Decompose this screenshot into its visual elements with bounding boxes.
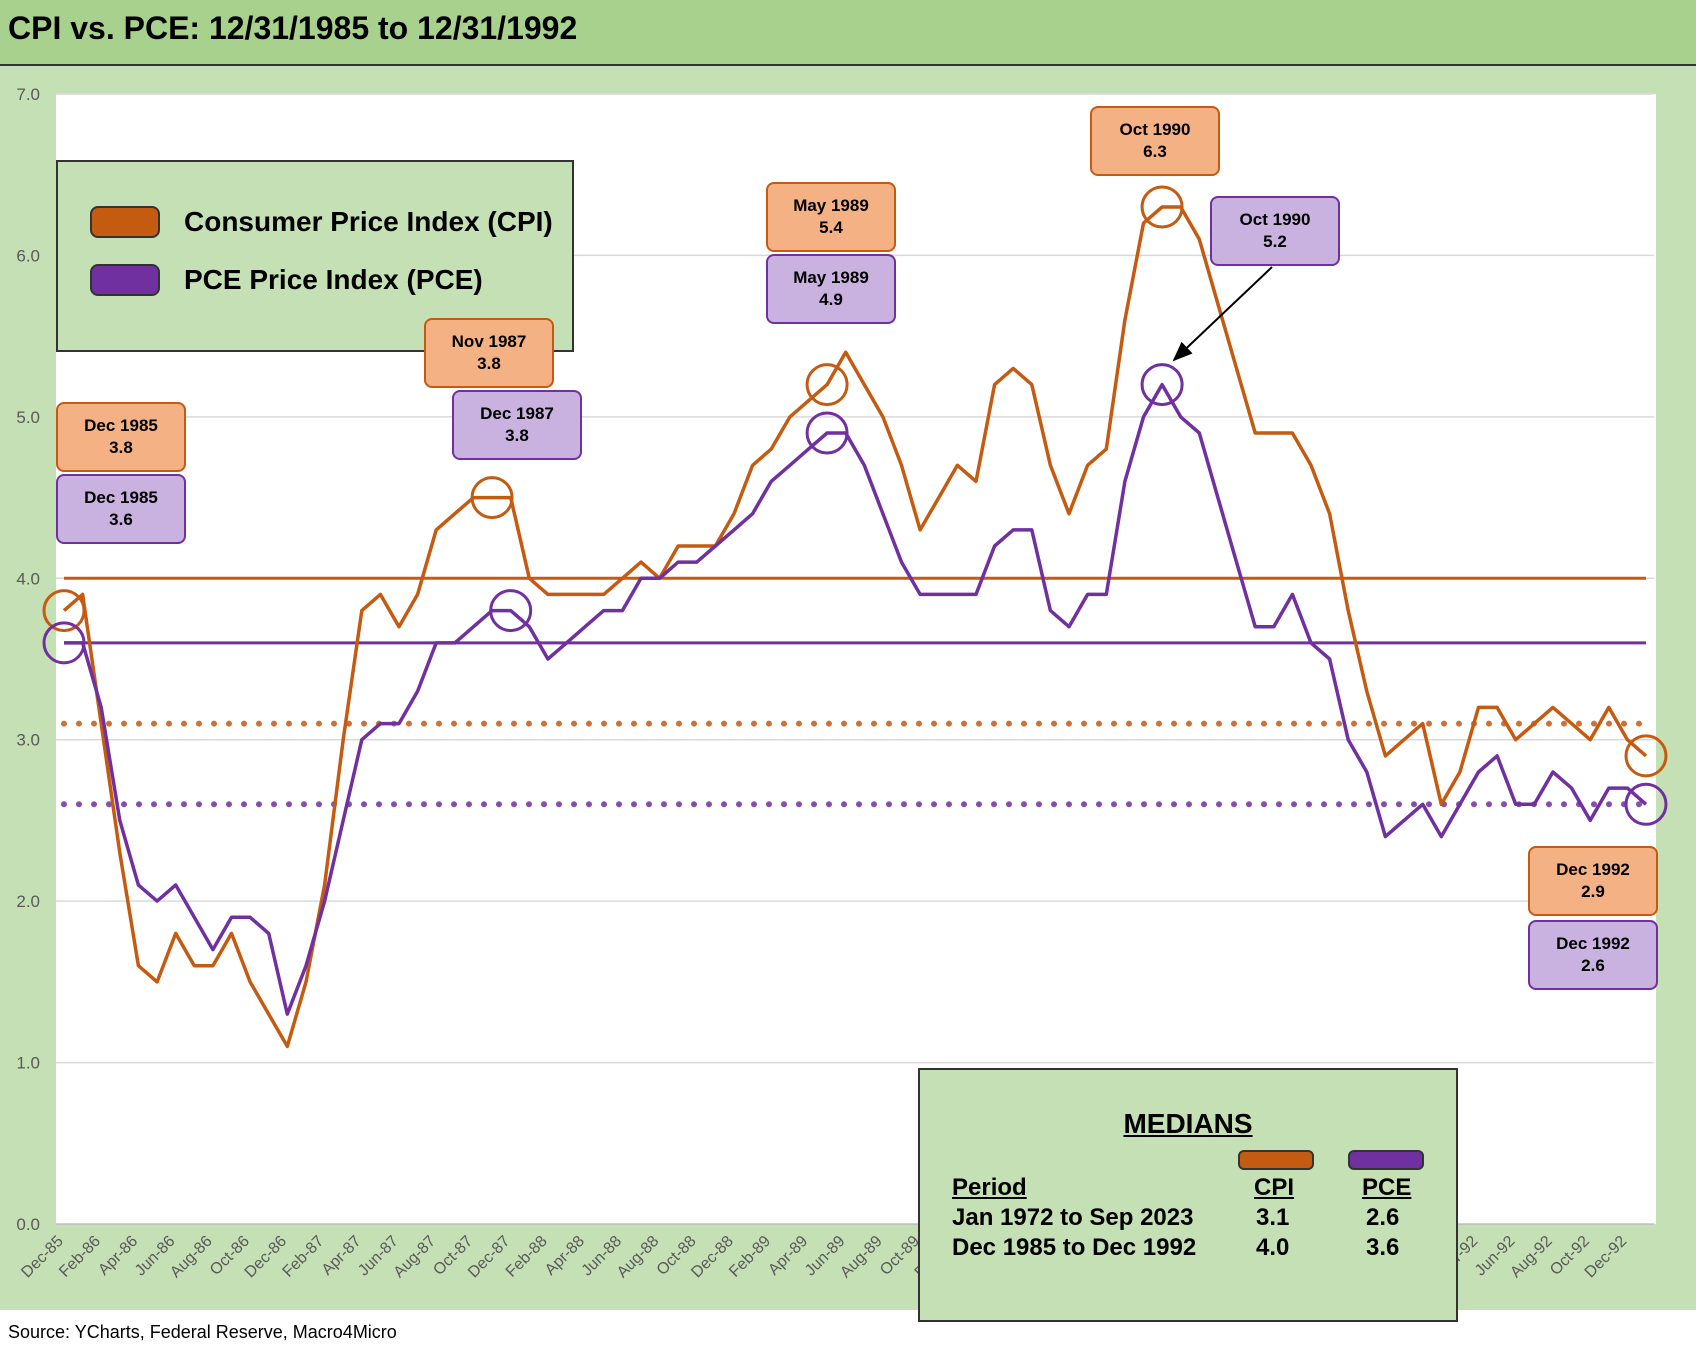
callout-pce-dec-1985: Dec 1985 3.6 (56, 474, 186, 544)
medians-row-period: Jan 1972 to Sep 2023 (952, 1204, 1194, 1231)
pce-highlight-circle (805, 411, 849, 455)
y-tick-label: 4.0 (16, 569, 40, 588)
x-tick-label: Dec-88 (688, 1233, 737, 1282)
pce-peak-arrow (1172, 266, 1273, 362)
x-tick-label: Apr-87 (319, 1233, 365, 1279)
y-tick-label: 6.0 (16, 246, 40, 265)
callout-date: Dec 1992 (1556, 860, 1630, 879)
x-tick-label: Dec-92 (1582, 1233, 1631, 1282)
callout-date: Dec 1985 (84, 488, 158, 507)
callout-date: Nov 1987 (451, 332, 527, 351)
x-tick-label: Aug-86 (167, 1233, 216, 1282)
medians-title: MEDIANS (1123, 1108, 1253, 1139)
callout-pce-dec-1992: Dec 1992 2.6 (1528, 920, 1658, 990)
callout-value: 3.8 (109, 438, 133, 457)
y-tick-label: 7.0 (16, 85, 40, 104)
x-tick-label: Dec-86 (242, 1233, 291, 1282)
legend-swatch-pce (90, 264, 160, 296)
chart-title: CPI vs. PCE: 12/31/1985 to 12/31/1992 (8, 10, 578, 46)
pce-highlight-circle (489, 589, 533, 633)
callout-value: 5.4 (819, 218, 843, 237)
callout-date: Dec 1992 (1556, 934, 1630, 953)
x-tick-label: Apr-89 (765, 1233, 811, 1279)
title-bar: CPI vs. PCE: 12/31/1985 to 12/31/1992 (0, 0, 1696, 66)
medians-row-pce: 2.6 (1366, 1204, 1400, 1231)
legend-item-pce: PCE Price Index (PCE) (90, 264, 483, 296)
medians-swatch-pce (1348, 1150, 1424, 1170)
y-tick-label: 3.0 (16, 731, 40, 750)
y-tick-label: 0.0 (16, 1215, 40, 1234)
callout-value: 3.8 (505, 426, 529, 445)
callout-value: 3.8 (477, 354, 501, 373)
x-tick-label: Apr-86 (95, 1233, 141, 1279)
callout-pce-oct-1990: Oct 1990 5.2 (1210, 196, 1340, 266)
x-tick-label: Dec-87 (465, 1233, 514, 1282)
x-tick-label: Feb-86 (56, 1233, 104, 1281)
callout-cpi-oct-1990: Oct 1990 6.3 (1090, 106, 1220, 176)
x-tick-label: Dec-85 (18, 1233, 67, 1282)
callout-value: 4.9 (819, 290, 843, 309)
cpi-highlight-circle (42, 589, 86, 633)
legend-label-pce: PCE Price Index (PCE) (184, 264, 483, 295)
medians-row-pce: 3.6 (1366, 1234, 1400, 1261)
source-note: Source: YCharts, Federal Reserve, Macro4… (8, 1322, 397, 1342)
callout-date: Dec 1985 (84, 416, 158, 435)
medians-header-pce: PCE (1362, 1174, 1412, 1201)
x-tick-label: Aug-92 (1507, 1233, 1556, 1282)
cpi-highlight-circle (470, 476, 514, 520)
cpi-series-line (62, 205, 1648, 1049)
y-tick-label: 2.0 (16, 892, 40, 911)
pce-highlight-circle (1140, 363, 1184, 407)
pce-highlight-circle (42, 621, 86, 665)
callout-cpi-nov-1987: Nov 1987 3.8 (424, 318, 554, 388)
medians-header-period: Period (952, 1174, 1027, 1201)
callout-value: 6.3 (1143, 142, 1167, 161)
cpi-highlight-circle (1140, 185, 1184, 229)
legend-item-cpi: Consumer Price Index (CPI) (90, 206, 553, 238)
callout-value: 5.2 (1263, 232, 1287, 251)
pce-series-line (64, 382, 1648, 1016)
callout-date: Dec 1987 (480, 404, 554, 423)
x-tick-label: Feb-89 (726, 1233, 774, 1281)
callout-pce-dec-1987: Dec 1987 3.8 (452, 390, 582, 460)
chart-area: 0.0 1.0 2.0 3.0 4.0 5.0 6.0 7.0 Dec-85 Feb-86 Apr… (0, 66, 1696, 1322)
medians-swatch-cpi (1238, 1150, 1314, 1170)
x-tick-label: Apr-88 (542, 1233, 588, 1279)
cpi-highlight-circle (805, 363, 849, 407)
medians-header-cpi: CPI (1254, 1174, 1295, 1201)
medians-row-cpi: 3.1 (1256, 1204, 1290, 1231)
y-tick-label: 1.0 (16, 1054, 40, 1073)
x-tick-label: Aug-87 (391, 1233, 440, 1282)
medians-row-cpi: 4.0 (1256, 1234, 1290, 1261)
callout-date: Oct 1990 (1119, 120, 1191, 139)
medians-row-period: Dec 1985 to Dec 1992 (952, 1234, 1197, 1261)
callout-pce-may-1989: May 1989 4.9 (766, 254, 896, 324)
callout-value: 2.6 (1581, 956, 1605, 975)
callout-value: 3.6 (109, 510, 133, 529)
callout-cpi-dec-1992: Dec 1992 2.9 (1528, 846, 1658, 916)
pce-highlight-circle (1624, 782, 1668, 826)
callout-date: Oct 1990 (1239, 210, 1311, 229)
y-tick-label: 5.0 (16, 408, 40, 427)
x-tick-label: Aug-89 (837, 1233, 886, 1282)
x-tick-label: Feb-87 (280, 1233, 328, 1281)
callout-date: May 1989 (793, 268, 869, 287)
medians-table: MEDIANS Period CPI PCE Jan 1972 to Sep 2… (918, 1068, 1458, 1322)
legend-swatch-cpi (90, 206, 160, 238)
x-tick-label: Aug-88 (614, 1233, 663, 1282)
x-tick-label: Feb-88 (503, 1233, 551, 1281)
callout-cpi-dec-1985: Dec 1985 3.8 (56, 402, 186, 472)
legend-label-cpi: Consumer Price Index (CPI) (184, 206, 553, 237)
callout-value: 2.9 (1581, 882, 1605, 901)
callout-cpi-may-1989: May 1989 5.4 (766, 182, 896, 252)
cpi-highlight-circle (1624, 734, 1668, 778)
callout-date: May 1989 (793, 196, 869, 215)
